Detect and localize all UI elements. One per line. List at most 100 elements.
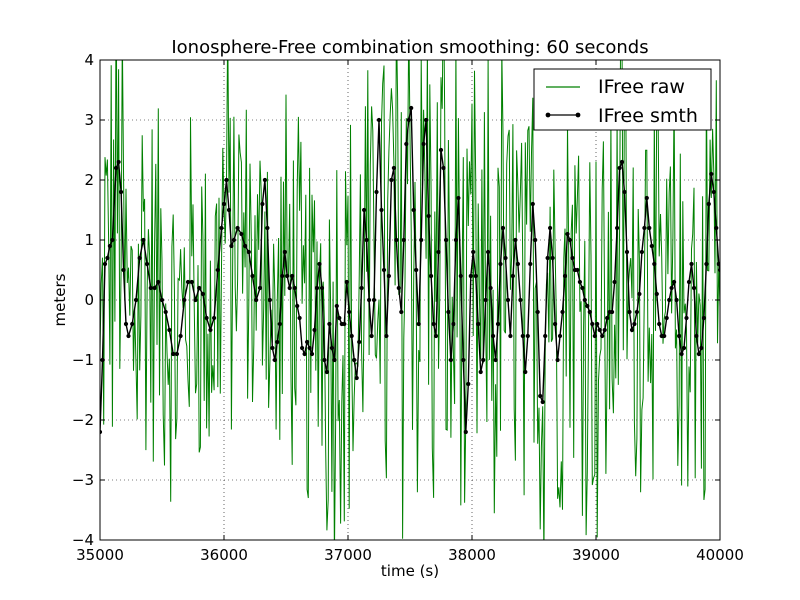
ifree-smth-point: [102, 261, 108, 267]
ifree-smth-point: [605, 315, 610, 321]
ifree-smth-point: [394, 237, 399, 243]
ifree-smth-point: [182, 297, 187, 303]
ifree-smth-point: [221, 201, 227, 207]
ifree-smth-point: [538, 393, 543, 399]
axis-ticks: [99, 59, 721, 541]
ifree-smth-point: [354, 375, 359, 381]
ifree-smth-point: [689, 261, 694, 267]
ifree-smth-point: [515, 261, 521, 267]
plot-area: [100, 60, 720, 540]
ifree-smth-point: [334, 303, 339, 309]
ifree-smth-point: [637, 291, 642, 297]
ifree-smth-point: [533, 237, 538, 243]
ifree-smth-point: [224, 177, 229, 183]
ifree-smth-point: [510, 273, 515, 279]
ifree-smth-point: [443, 237, 449, 243]
ifree-smth-point: [309, 351, 315, 357]
ifree-smth-point: [114, 165, 119, 171]
ifree-smth-point: [367, 297, 372, 303]
ifree-smth-point: [582, 297, 587, 303]
ifree-smth-point: [585, 303, 590, 309]
ifree-smth-point: [156, 279, 161, 285]
ifree-smth-point: [535, 309, 540, 315]
ifree-smth-point: [528, 261, 533, 267]
ifree-smth-point: [709, 171, 714, 177]
ifree-smth-point: [570, 255, 575, 261]
y-tick-label: 0: [84, 291, 94, 309]
ifree-smth-point: [126, 333, 131, 339]
ifree-smth-point: [305, 339, 310, 345]
ifree-smth-point: [185, 279, 191, 285]
ifree-smth-point: [324, 369, 329, 375]
ifree-smth-point: [595, 321, 600, 327]
ifree-smth-point: [105, 255, 110, 261]
y-axis-label: meters: [51, 273, 69, 326]
x-tick-label: 36000: [200, 546, 248, 564]
x-axis-label: time (s): [381, 562, 439, 580]
legend: IFree raw IFree smth: [533, 68, 712, 131]
ifree-smth-point: [312, 327, 317, 333]
ifree-smth-point: [431, 321, 436, 327]
ifree-smth-point: [679, 351, 684, 357]
ifree-smth-point: [632, 321, 637, 327]
ifree-smth-point: [275, 339, 280, 345]
ifree-smth-point: [468, 273, 473, 279]
ifree-smth-point: [493, 357, 498, 363]
ifree-smth-point: [714, 225, 719, 231]
ifree-smth-point: [399, 309, 404, 315]
ifree-smth-point: [520, 333, 525, 339]
ifree-smth-point: [297, 315, 302, 321]
ifree-smth-point: [597, 327, 602, 333]
ifree-smth-point: [498, 261, 503, 267]
ifree-smth-point: [302, 351, 307, 357]
ifree-smth-point: [110, 237, 115, 243]
ifree-smth-point: [652, 261, 657, 267]
ifree-smth-point: [518, 297, 523, 303]
ifree-smth-point: [272, 357, 277, 363]
ifree-smth-point: [478, 369, 483, 375]
ifree-smth-point: [235, 225, 240, 231]
ifree-smth-point: [314, 285, 320, 291]
ifree-smth-point: [322, 357, 327, 363]
ifree-smth-point: [424, 117, 429, 123]
ifree-smth-point: [448, 357, 453, 363]
ifree-smth-point: [560, 309, 565, 315]
ifree-smth-point: [691, 285, 697, 291]
ifree-smth-point: [167, 327, 172, 333]
ifree-smth-point: [421, 141, 426, 147]
ifree-smth-point: [369, 333, 374, 339]
legend-marker-left: [545, 112, 551, 118]
ifree-smth-point: [419, 237, 424, 243]
ifree-smth-point: [483, 297, 488, 303]
ifree-smth-point: [364, 237, 369, 243]
ifree-smth-point: [347, 309, 352, 315]
ifree-smth-point: [699, 345, 704, 351]
ifree-smth-point: [686, 279, 692, 285]
ifree-smth-point: [481, 357, 486, 363]
ifree-smth-point: [337, 315, 342, 321]
ifree-smth-point: [548, 225, 553, 231]
ifree-smth-point: [265, 225, 270, 231]
ifree-smth-point: [471, 249, 476, 255]
ifree-smth-point: [389, 177, 394, 183]
ifree-smth-point: [664, 315, 669, 321]
ifree-smth-point: [486, 249, 491, 255]
ifree-smth-point: [116, 159, 121, 165]
ifree-smth-point: [617, 165, 622, 171]
ifree-smth-point: [243, 243, 248, 249]
ifree-smth-point: [344, 279, 349, 285]
ifree-smth-point: [575, 267, 580, 273]
ifree-smth-point: [473, 273, 478, 279]
ifree-smth-point: [461, 357, 466, 363]
ifree-smth-point: [667, 297, 672, 303]
ifree-smth-point: [376, 117, 382, 123]
legend-box: [533, 68, 712, 131]
ifree-smth-point: [178, 333, 183, 339]
ifree-smth-point: [610, 309, 615, 315]
ifree-smth-point: [488, 285, 493, 291]
ifree-smth-point: [590, 321, 595, 327]
ifree-smth-point: [381, 267, 387, 273]
ifree-smth-point: [513, 237, 518, 243]
ifree-smth-point: [677, 333, 682, 339]
ifree-smth-point: [163, 309, 168, 315]
